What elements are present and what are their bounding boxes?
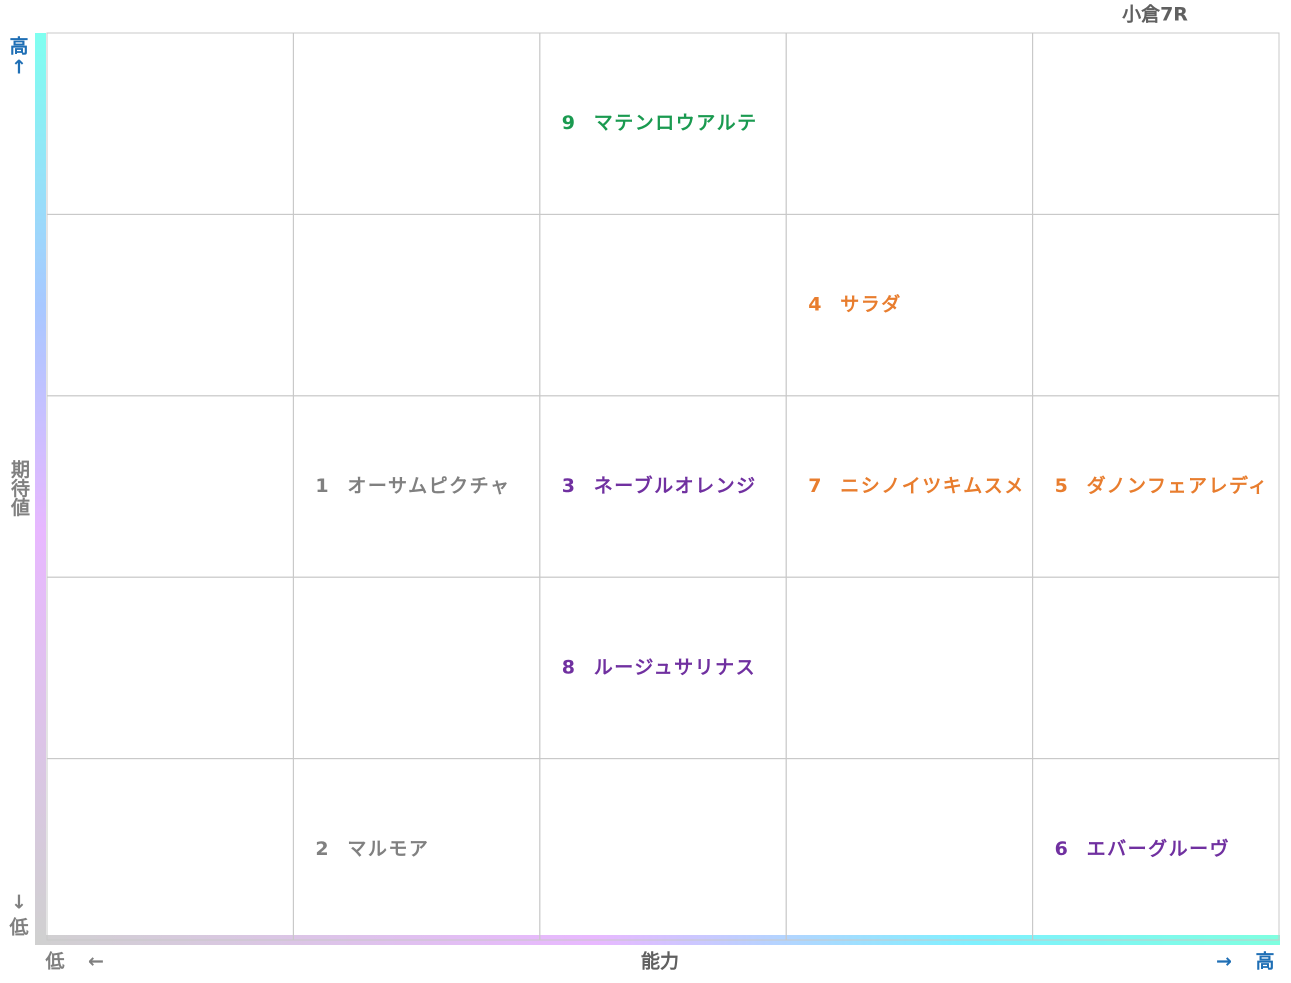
entry-name: マルモア <box>347 838 429 860</box>
y-low-arrow: ↓ <box>11 892 27 914</box>
entry-number: 7 <box>808 475 821 497</box>
grid-cell <box>539 758 787 941</box>
entry-number: 1 <box>315 475 328 497</box>
entry-number: 2 <box>315 838 328 860</box>
y-high: 高 <box>9 35 28 58</box>
entry-name: ダノンフェアレディ <box>1087 474 1269 497</box>
entry-name: ニシノイツキムスメ <box>840 475 1025 497</box>
entry-name: ネーブルオレンジ <box>594 474 757 497</box>
grid-cell <box>46 213 294 397</box>
grid-cell <box>1032 32 1280 215</box>
x-label: 能力 <box>641 950 679 973</box>
entry-name: マテンロウアルテ <box>594 112 758 134</box>
x-low-arrow: ← <box>88 951 104 973</box>
x-high: 高 <box>1255 950 1274 973</box>
y-high-arrow: ↑ <box>11 57 27 79</box>
entry-number: 3 <box>562 475 575 497</box>
grid-cell <box>785 758 1034 941</box>
grid-cell <box>1032 576 1280 760</box>
grid-cell <box>46 758 294 941</box>
grid-cell <box>1032 758 1280 941</box>
grid-cell <box>539 213 787 397</box>
entry-name: ルージュサリナス <box>594 656 756 678</box>
y-axis-bar <box>35 33 46 941</box>
entry-number: 4 <box>808 294 821 316</box>
entry-number: 6 <box>1055 838 1068 860</box>
entry-name: サラダ <box>840 293 902 316</box>
grid-cell <box>292 576 541 760</box>
grid-cell <box>292 213 541 397</box>
grid-cell <box>292 32 541 215</box>
grid-cell <box>785 576 1034 760</box>
y-label: 期待値 <box>8 459 31 517</box>
grid-cell <box>46 395 294 578</box>
y-low: 低 <box>8 916 28 939</box>
entry-number: 5 <box>1055 475 1068 497</box>
x-high-arrow: → <box>1216 951 1232 973</box>
entry-number: 8 <box>562 656 575 678</box>
grid-cell <box>46 576 294 760</box>
entry-name: オーサムピクチャ <box>347 475 510 497</box>
grid-cell <box>1032 213 1280 397</box>
entry-name: エバーグルーヴ <box>1087 837 1231 860</box>
grid-cell <box>785 213 1034 397</box>
entry-number: 9 <box>562 112 575 134</box>
title: 小倉7R <box>1122 3 1188 26</box>
x-low: 低 <box>44 950 64 973</box>
grid-cell <box>785 32 1034 215</box>
grid-cell <box>46 32 294 215</box>
